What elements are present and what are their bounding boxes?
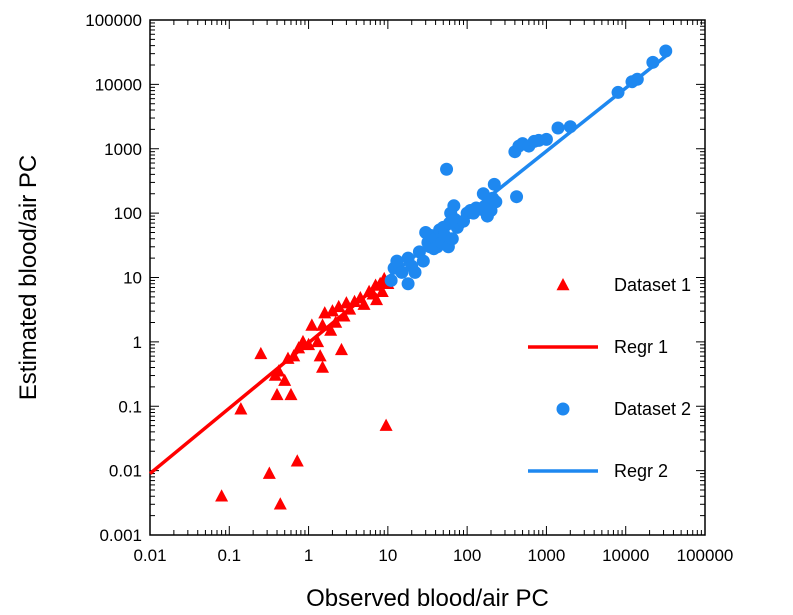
y-tick-label: 100 [114, 204, 142, 223]
triangle-marker [262, 466, 276, 479]
triangle-marker [273, 497, 287, 510]
legend-label: Regr 2 [614, 461, 668, 481]
legend-circle-symbol [556, 402, 570, 416]
circle-marker [416, 254, 430, 268]
y-axis-title: Estimated blood/air PC [15, 155, 42, 400]
circle-marker [395, 265, 409, 279]
circle-marker [487, 177, 501, 191]
circle-marker [384, 273, 398, 287]
triangle-marker [316, 318, 330, 331]
triangle-marker [324, 323, 338, 336]
circle-marker [445, 232, 459, 246]
x-tick-label: 100 [453, 546, 481, 565]
y-tick-label: 0.1 [118, 397, 142, 416]
circle-marker [401, 277, 415, 291]
legend-label: Dataset 1 [614, 275, 691, 295]
triangle-marker [234, 402, 248, 415]
triangle-marker [313, 349, 327, 362]
circle-marker [551, 121, 565, 135]
triangle-marker [343, 302, 357, 315]
y-tick-label: 10 [123, 269, 142, 288]
triangle-marker [556, 277, 570, 291]
triangle-marker [272, 364, 286, 377]
triangle-marker [290, 454, 304, 467]
x-tick-label: 1 [304, 546, 313, 565]
x-tick-label: 10000 [602, 546, 649, 565]
triangle-marker [292, 341, 306, 354]
triangle-marker [278, 373, 292, 386]
x-tick-label: 0.1 [217, 546, 241, 565]
legend-label: Regr 1 [614, 337, 668, 357]
triangle-marker [334, 342, 348, 356]
x-tick-label: 100000 [677, 546, 734, 565]
legend-label: Dataset 2 [614, 399, 691, 419]
triangle-marker [270, 387, 284, 401]
x-tick-label: 0.01 [133, 546, 166, 565]
circle-marker [447, 199, 461, 213]
circle-marker [489, 195, 503, 209]
triangle-marker [316, 360, 330, 373]
circle-marker [539, 132, 553, 146]
x-tick-label: 1000 [528, 546, 566, 565]
circle-marker [630, 72, 644, 86]
triangle-marker [305, 318, 319, 331]
legend: Dataset 1 Regr 1 Dataset 2 Regr 2 [528, 275, 691, 481]
circle-marker [390, 254, 404, 268]
circle-marker [611, 85, 625, 99]
triangle-marker [284, 387, 298, 401]
y-tick-label: 10000 [95, 75, 142, 94]
y-tick-label: 1000 [104, 140, 142, 159]
triangle-marker [287, 349, 301, 362]
data-points [215, 44, 673, 510]
circle-marker [510, 190, 524, 204]
triangle-marker [311, 334, 325, 348]
y-tick-label: 0.01 [109, 462, 142, 481]
triangle-marker [370, 292, 384, 306]
y-tick-label: 1 [133, 333, 142, 352]
circle-marker [563, 120, 577, 134]
y-tick-label: 100000 [85, 11, 142, 30]
circle-marker [646, 55, 660, 69]
tick-labels: 0.01 0.1 1 10 100 1000 10000 1000000.0010.010.1… [85, 11, 733, 565]
y-tick-label: 0.001 [99, 526, 142, 545]
triangle-marker [357, 297, 371, 310]
circle-marker [440, 162, 454, 176]
circle-marker [408, 265, 422, 279]
triangle-marker [215, 489, 229, 502]
triangle-marker [329, 315, 343, 328]
triangle-marker [325, 304, 339, 317]
triangle-marker [379, 418, 393, 431]
triangle-marker [337, 309, 351, 322]
triangle-marker [375, 284, 389, 298]
triangle-marker [348, 294, 362, 308]
x-tick-label: 10 [378, 546, 397, 565]
x-axis-title: Observed blood/air PC [306, 585, 549, 612]
circle-marker [659, 44, 673, 58]
axis-ticks [149, 19, 706, 536]
triangle-marker [332, 299, 346, 313]
triangle-marker [254, 346, 268, 360]
